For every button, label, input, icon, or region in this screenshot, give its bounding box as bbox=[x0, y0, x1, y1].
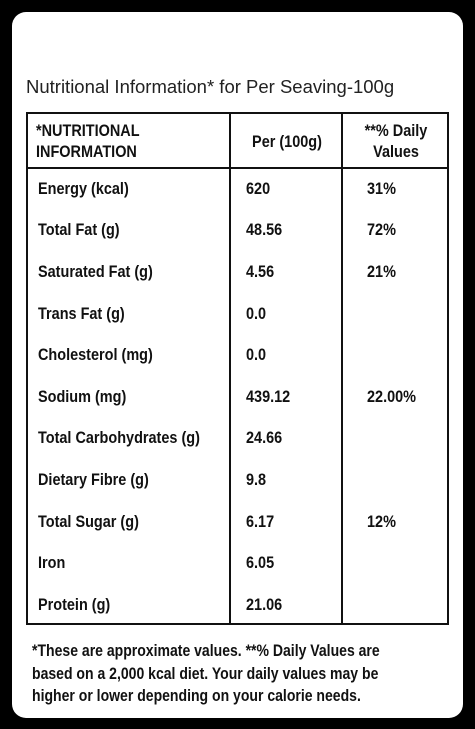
cell-text: 439.12 bbox=[246, 386, 291, 406]
cell-text: 24.66 bbox=[246, 428, 283, 448]
cell-text: 12% bbox=[367, 511, 396, 531]
cell-text: Sodium (mg) bbox=[38, 386, 127, 406]
table-cell: Protein (g) bbox=[28, 584, 231, 626]
table-cell: 21.06 bbox=[231, 584, 343, 626]
table-cell: Cholesterol (mg) bbox=[28, 334, 231, 376]
table-cell: Total Fat (g) bbox=[28, 210, 231, 252]
table-cell: 48.56 bbox=[231, 210, 343, 252]
nutrition-table: *NUTRITIONAL INFORMATION Per (100g) **% Da… bbox=[26, 112, 449, 625]
cell-text: **% Daily Values bbox=[364, 121, 428, 161]
table-cell: 22.00% bbox=[343, 376, 449, 418]
cell-text: 0.0 bbox=[246, 303, 267, 323]
column-divider bbox=[341, 114, 343, 623]
table-cell: 9.8 bbox=[231, 459, 343, 501]
table-cell: Iron bbox=[28, 542, 231, 584]
cell-text: *NUTRITIONAL INFORMATION bbox=[36, 121, 140, 161]
table-cell: 620 bbox=[231, 168, 343, 210]
footnote-line: *These are approximate values. **% Daily… bbox=[32, 642, 380, 660]
table-cell: 6.05 bbox=[231, 542, 343, 584]
cell-text: 31% bbox=[367, 178, 396, 198]
table-cell: Trans Fat (g) bbox=[28, 293, 231, 335]
cell-text: 21.06 bbox=[246, 594, 283, 614]
cell-text: Total Carbohydrates (g) bbox=[38, 428, 200, 448]
cell-text: 9.8 bbox=[246, 469, 267, 489]
table-cell: Sodium (mg) bbox=[28, 376, 231, 418]
table-cell: 12% bbox=[343, 501, 449, 543]
header-cell: *NUTRITIONAL INFORMATION bbox=[28, 114, 231, 168]
title: Nutritional Information* for Per Seaving… bbox=[26, 76, 395, 97]
cell-text: 21% bbox=[367, 261, 396, 281]
table-cell: Energy (kcal) bbox=[28, 168, 231, 210]
cell-text: 22.00% bbox=[367, 386, 417, 406]
panel bbox=[12, 12, 463, 718]
footnote-line: higher or lower depending on your calori… bbox=[32, 687, 361, 705]
cell-text: Protein (g) bbox=[38, 594, 111, 614]
cell-text: 72% bbox=[367, 220, 396, 240]
cell-text: Per (100g) bbox=[252, 131, 322, 151]
footnote-line: based on a 2,000 kcal diet. Your daily v… bbox=[32, 664, 379, 683]
table-cell: 24.66 bbox=[231, 418, 343, 460]
table-cell: Dietary Fibre (g) bbox=[28, 459, 231, 501]
cell-text: Dietary Fibre (g) bbox=[38, 469, 149, 489]
cell-text: 4.56 bbox=[246, 261, 275, 281]
cell-text: Saturated Fat (g) bbox=[38, 261, 153, 281]
header-cell: Per (100g) bbox=[231, 114, 343, 168]
cell-text: 6.05 bbox=[246, 553, 275, 573]
cell-text: 0.0 bbox=[246, 345, 267, 365]
header-cell: **% Daily Values bbox=[343, 114, 449, 168]
table-cell: 72% bbox=[343, 210, 449, 252]
cell-text: Trans Fat (g) bbox=[38, 303, 125, 323]
cell-text: Total Fat (g) bbox=[38, 220, 120, 240]
table-cell: 21% bbox=[343, 251, 449, 293]
table-cell: 0.0 bbox=[231, 334, 343, 376]
table-cell: Total Carbohydrates (g) bbox=[28, 418, 231, 460]
table-cell: 439.12 bbox=[231, 376, 343, 418]
cell-text: 48.56 bbox=[246, 220, 283, 240]
table-cell: 0.0 bbox=[231, 293, 343, 335]
cell-text: Cholesterol (mg) bbox=[38, 345, 153, 365]
cell-text: 6.17 bbox=[246, 511, 275, 531]
table-cell: 31% bbox=[343, 168, 449, 210]
cell-text: 620 bbox=[246, 178, 271, 198]
table-cell: Total Sugar (g) bbox=[28, 501, 231, 543]
table-cell: Saturated Fat (g) bbox=[28, 251, 231, 293]
header-divider bbox=[28, 167, 447, 169]
column-divider bbox=[229, 114, 231, 623]
cell-text: Iron bbox=[38, 553, 66, 573]
cell-text: Total Sugar (g) bbox=[38, 511, 139, 531]
table-cell: 4.56 bbox=[231, 251, 343, 293]
table-cell: 6.17 bbox=[231, 501, 343, 543]
cell-text: Energy (kcal) bbox=[38, 178, 129, 198]
